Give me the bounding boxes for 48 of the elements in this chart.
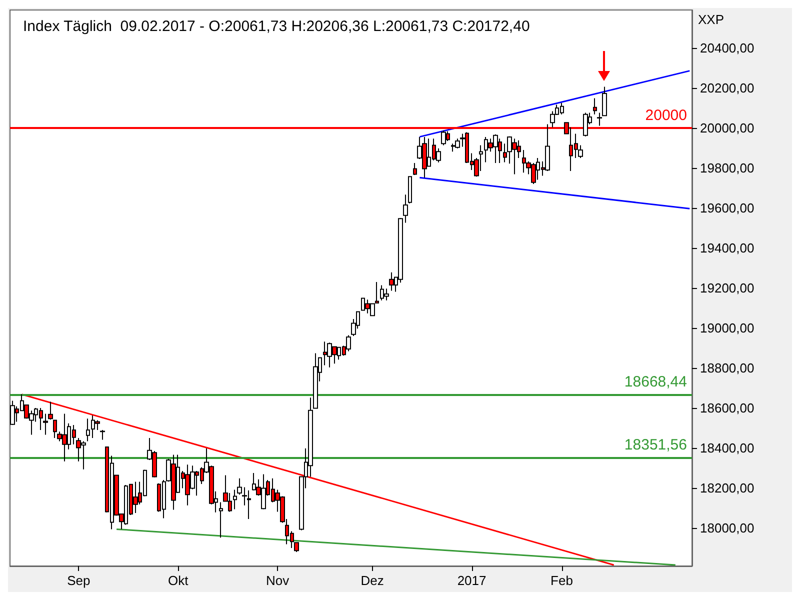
y-tick-label: 18600,00 xyxy=(700,400,754,416)
candlestick xyxy=(403,194,408,224)
y-tick-label: 18000,00 xyxy=(700,520,754,536)
candlestick xyxy=(455,138,460,149)
x-tick-label: Sep xyxy=(67,573,90,588)
candlestick xyxy=(133,481,138,514)
x-tick-label: Feb xyxy=(550,573,573,588)
candlestick xyxy=(233,489,237,510)
candlestick xyxy=(408,176,412,204)
candlestick xyxy=(86,418,90,442)
y-tick-label: 20400,00 xyxy=(700,40,754,56)
x-tick-label: Dez xyxy=(360,573,384,588)
y-tick-label: 19200,00 xyxy=(700,280,754,296)
ref-line-label: 18351,56 xyxy=(624,436,687,454)
candlestick xyxy=(294,542,299,552)
candlestick xyxy=(602,86,607,116)
candlestick xyxy=(583,112,588,137)
candlestick xyxy=(100,430,105,440)
candlestick xyxy=(384,288,389,301)
candlestick xyxy=(53,420,57,438)
x-tick-label: Nov xyxy=(266,573,290,588)
x-tick-label: Okt xyxy=(168,573,189,588)
candlestick xyxy=(43,413,48,436)
x-tick-label: 2017 xyxy=(457,573,486,588)
candlestick xyxy=(441,130,446,146)
candlestick xyxy=(375,282,379,304)
y-tick-label: 19000,00 xyxy=(700,320,754,336)
y-tick-label: 18400,00 xyxy=(700,440,754,456)
candlestick xyxy=(219,502,223,538)
candlestick xyxy=(313,352,318,410)
ref-line-label: 20000 xyxy=(645,107,687,124)
y-tick-label: 18800,00 xyxy=(700,360,754,376)
candlestick xyxy=(237,478,242,496)
candlestick xyxy=(389,272,394,292)
y-tick-label: 20200,00 xyxy=(700,80,754,96)
candlestick xyxy=(346,334,351,352)
y-tick-label: 18200,00 xyxy=(700,480,754,496)
y-axis-title: XXP xyxy=(698,12,724,27)
y-tick-label: 20000,00 xyxy=(700,120,754,136)
y-tick-label: 19800,00 xyxy=(700,160,754,176)
candlestick xyxy=(48,401,53,420)
y-tick-label: 19400,00 xyxy=(700,240,754,256)
candlestick xyxy=(503,143,507,163)
candlestick xyxy=(593,98,597,115)
text: Index Täglich 09.02.2017 - O:20061,73 H:20206,36 L:20061,73 C:20172,40 xyxy=(23,18,530,35)
ref-line-label: 18668,44 xyxy=(624,373,687,390)
candlestick xyxy=(413,162,417,176)
y-tick-label: 19600,00 xyxy=(700,200,754,216)
